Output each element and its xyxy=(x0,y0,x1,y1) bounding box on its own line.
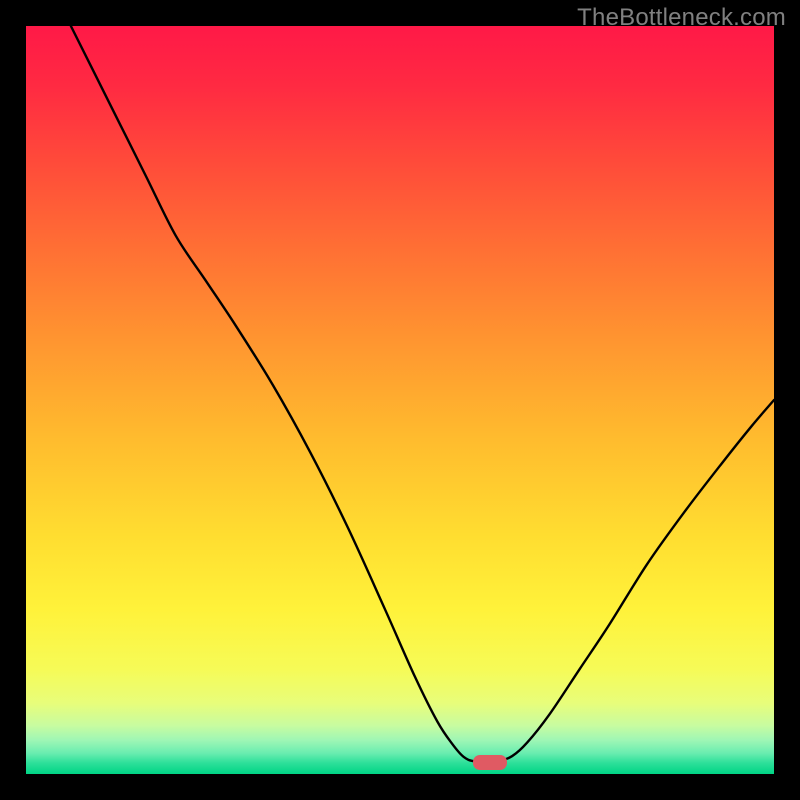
watermark-text: TheBottleneck.com xyxy=(577,4,786,32)
bottleneck-curve xyxy=(71,26,774,762)
minimum-marker xyxy=(473,755,507,770)
chart-frame: TheBottleneck.com xyxy=(0,0,800,800)
plot-area xyxy=(26,26,774,774)
curve-layer xyxy=(26,26,774,774)
